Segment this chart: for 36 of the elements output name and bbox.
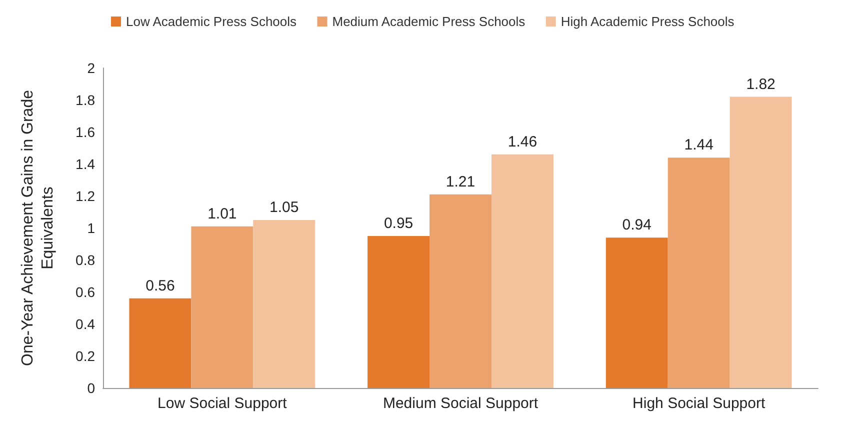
data-label: 1.21 bbox=[446, 173, 476, 190]
data-label: 1.01 bbox=[208, 205, 237, 222]
y-tick-label: 0.4 bbox=[76, 316, 96, 332]
y-tick-label: 1 bbox=[87, 220, 96, 236]
bar bbox=[730, 96, 792, 388]
y-tick-label: 1.8 bbox=[76, 92, 96, 108]
y-tick-label: 1.2 bbox=[76, 188, 96, 204]
data-label: 0.94 bbox=[622, 216, 652, 234]
data-label: 0.56 bbox=[146, 277, 175, 294]
y-tick-label: 0.8 bbox=[76, 252, 96, 268]
legend-label: High Academic Press Schools bbox=[560, 14, 735, 29]
y-tick-label: 2 bbox=[87, 60, 96, 76]
bar bbox=[491, 154, 554, 388]
data-label: 1.05 bbox=[270, 199, 299, 216]
data-label: 1.46 bbox=[508, 133, 538, 150]
bar bbox=[368, 236, 430, 388]
bar bbox=[606, 238, 668, 388]
x-tick-label: Medium Social Support bbox=[382, 395, 539, 412]
y-tick-label: 0.6 bbox=[76, 284, 96, 300]
bar bbox=[129, 298, 192, 388]
y-tick-label: 0.2 bbox=[76, 348, 96, 364]
bar bbox=[668, 158, 730, 388]
x-tick-label: High Social Support bbox=[632, 395, 766, 412]
data-label: 1.82 bbox=[746, 76, 776, 93]
y-tick-label: 1.4 bbox=[76, 156, 96, 172]
legend-label: Low Academic Press Schools bbox=[126, 14, 298, 29]
legend-label: Medium Academic Press Schools bbox=[332, 14, 526, 29]
data-label: 0.95 bbox=[384, 215, 414, 232]
data-label: 1.44 bbox=[684, 136, 714, 154]
bar bbox=[430, 194, 492, 388]
bar bbox=[191, 226, 254, 388]
y-tick-label: 1.6 bbox=[76, 124, 96, 140]
y-axis-title: One-Year Achievement Gains in Grade Equivalents bbox=[20, 90, 56, 366]
x-tick-label: Low Social Support bbox=[158, 395, 288, 412]
bar bbox=[253, 220, 316, 388]
y-tick-label: 0 bbox=[87, 380, 96, 396]
